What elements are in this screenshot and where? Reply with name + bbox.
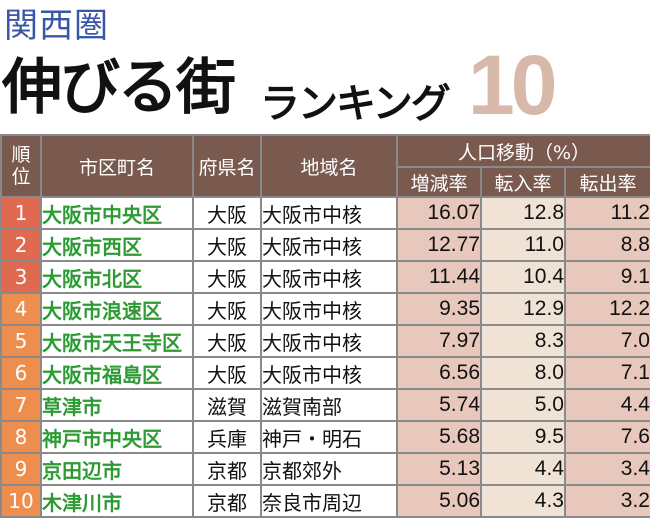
table-row: 5 大阪市天王寺区 大阪 大阪市中核 7.97 8.3 7.0 xyxy=(0,324,650,358)
header-area: 地域名 xyxy=(260,134,398,198)
header-in-rate: 転入率 xyxy=(480,166,566,198)
ranking-table: 順 位 市区町名 府県名 地域名 人口移動（%） 増減率 転入率 転出率 1 大… xyxy=(0,134,650,518)
table-row: 2 大阪市西区 大阪 大阪市中核 12.77 11.0 8.8 xyxy=(0,228,650,262)
in-rate-cell: 5.0 xyxy=(480,388,566,422)
rank-cell: 3 xyxy=(0,260,42,294)
area-cell: 大阪市中核 xyxy=(260,228,398,262)
area-cell: 大阪市中核 xyxy=(260,324,398,358)
header-prefecture: 府県名 xyxy=(192,134,262,198)
change-rate-cell: 5.74 xyxy=(396,388,482,422)
rank-cell: 4 xyxy=(0,292,42,326)
prefecture-cell: 大阪 xyxy=(192,228,262,262)
city-cell: 大阪市中央区 xyxy=(40,196,194,230)
out-rate-cell: 7.0 xyxy=(564,324,650,358)
change-rate-cell: 12.77 xyxy=(396,228,482,262)
out-rate-cell: 9.1 xyxy=(564,260,650,294)
table-row: 1 大阪市中央区 大阪 大阪市中核 16.07 12.8 11.2 xyxy=(0,196,650,230)
in-rate-cell: 12.8 xyxy=(480,196,566,230)
change-rate-cell: 5.06 xyxy=(396,484,482,518)
table-row: 8 神戸市中央区 兵庫 神戸・明石 5.68 9.5 7.6 xyxy=(0,420,650,454)
rank-cell: 9 xyxy=(0,452,42,486)
header-migration-group: 人口移動（%） xyxy=(396,134,650,168)
table-row: 7 草津市 滋賀 滋賀南部 5.74 5.0 4.4 xyxy=(0,388,650,422)
title-main: 伸びる街 xyxy=(2,53,236,123)
table-row: 10 木津川市 京都 奈良市周辺 5.06 4.3 3.2 xyxy=(0,484,650,518)
in-rate-cell: 4.3 xyxy=(480,484,566,518)
rank-cell: 1 xyxy=(0,196,42,230)
region-label: 関西圏 xyxy=(4,6,109,46)
header-change-rate: 増減率 xyxy=(396,166,482,198)
title-number: 10 xyxy=(468,38,557,132)
city-cell: 大阪市天王寺区 xyxy=(40,324,194,358)
prefecture-cell: 大阪 xyxy=(192,260,262,294)
out-rate-cell: 4.4 xyxy=(564,388,650,422)
in-rate-cell: 8.3 xyxy=(480,324,566,358)
in-rate-cell: 8.0 xyxy=(480,356,566,390)
out-rate-cell: 7.1 xyxy=(564,356,650,390)
prefecture-cell: 大阪 xyxy=(192,356,262,390)
header-rank: 順 位 xyxy=(0,134,42,198)
in-rate-cell: 12.9 xyxy=(480,292,566,326)
rank-cell: 7 xyxy=(0,388,42,422)
change-rate-cell: 16.07 xyxy=(396,196,482,230)
table-row: 3 大阪市北区 大阪 大阪市中核 11.44 10.4 9.1 xyxy=(0,260,650,294)
city-cell: 京田辺市 xyxy=(40,452,194,486)
city-cell: 大阪市浪速区 xyxy=(40,292,194,326)
out-rate-cell: 3.2 xyxy=(564,484,650,518)
table-row: 6 大阪市福島区 大阪 大阪市中核 6.56 8.0 7.1 xyxy=(0,356,650,390)
out-rate-cell: 3.4 xyxy=(564,452,650,486)
prefecture-cell: 京都 xyxy=(192,452,262,486)
prefecture-cell: 滋賀 xyxy=(192,388,262,422)
prefecture-cell: 大阪 xyxy=(192,292,262,326)
city-cell: 大阪市西区 xyxy=(40,228,194,262)
prefecture-cell: 大阪 xyxy=(192,324,262,358)
change-rate-cell: 6.56 xyxy=(396,356,482,390)
city-cell: 大阪市福島区 xyxy=(40,356,194,390)
header-rank-line1: 順 xyxy=(11,144,31,166)
area-cell: 滋賀南部 xyxy=(260,388,398,422)
out-rate-cell: 12.2 xyxy=(564,292,650,326)
header-rank-line2: 位 xyxy=(11,166,31,188)
city-cell: 草津市 xyxy=(40,388,194,422)
rank-cell: 8 xyxy=(0,420,42,454)
area-cell: 京都郊外 xyxy=(260,452,398,486)
change-rate-cell: 7.97 xyxy=(396,324,482,358)
in-rate-cell: 10.4 xyxy=(480,260,566,294)
prefecture-cell: 兵庫 xyxy=(192,420,262,454)
change-rate-cell: 9.35 xyxy=(396,292,482,326)
area-cell: 大阪市中核 xyxy=(260,196,398,230)
header-out-rate: 転出率 xyxy=(564,166,650,198)
change-rate-cell: 11.44 xyxy=(396,260,482,294)
area-cell: 奈良市周辺 xyxy=(260,484,398,518)
in-rate-cell: 11.0 xyxy=(480,228,566,262)
change-rate-cell: 5.13 xyxy=(396,452,482,486)
rank-cell: 5 xyxy=(0,324,42,358)
in-rate-cell: 9.5 xyxy=(480,420,566,454)
area-cell: 大阪市中核 xyxy=(260,292,398,326)
table-row: 9 京田辺市 京都 京都郊外 5.13 4.4 3.4 xyxy=(0,452,650,486)
city-cell: 神戸市中央区 xyxy=(40,420,194,454)
city-cell: 大阪市北区 xyxy=(40,260,194,294)
title-sub: ランキング xyxy=(260,81,451,127)
out-rate-cell: 8.8 xyxy=(564,228,650,262)
rank-cell: 2 xyxy=(0,228,42,262)
city-cell: 木津川市 xyxy=(40,484,194,518)
area-cell: 神戸・明石 xyxy=(260,420,398,454)
in-rate-cell: 4.4 xyxy=(480,452,566,486)
rank-cell: 10 xyxy=(0,484,42,518)
rank-cell: 6 xyxy=(0,356,42,390)
change-rate-cell: 5.68 xyxy=(396,420,482,454)
header-city: 市区町名 xyxy=(40,134,194,198)
prefecture-cell: 大阪 xyxy=(192,196,262,230)
out-rate-cell: 11.2 xyxy=(564,196,650,230)
out-rate-cell: 7.6 xyxy=(564,420,650,454)
area-cell: 大阪市中核 xyxy=(260,260,398,294)
area-cell: 大阪市中核 xyxy=(260,356,398,390)
table-row: 4 大阪市浪速区 大阪 大阪市中核 9.35 12.9 12.2 xyxy=(0,292,650,326)
prefecture-cell: 京都 xyxy=(192,484,262,518)
